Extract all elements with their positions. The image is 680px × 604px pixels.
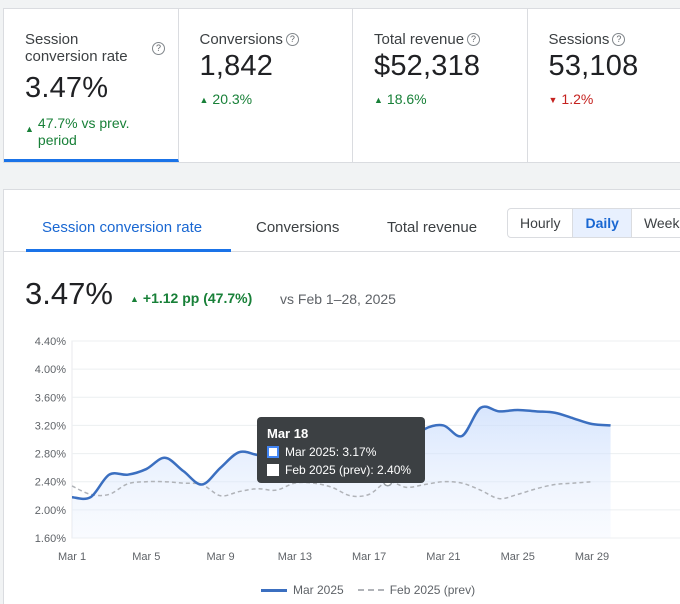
x-tick-label: Mar 17 [352,551,386,563]
tooltip-row-primary: Mar 2025: 3.17% [267,445,415,459]
active-tab-indicator [26,249,231,252]
kpi-label: Sessions [548,31,610,48]
question-circle-icon[interactable]: ? [467,33,481,46]
kpi-label: Session conversion rate [25,31,128,65]
question-circle-icon[interactable]: ? [152,42,165,55]
triangle-up-icon: ▲ [25,124,34,134]
triangle-up-icon: ▲ [199,95,209,105]
legend-primary[interactable]: Mar 2025 [293,583,344,597]
question-circle-icon[interactable]: ? [612,33,626,46]
chart-legend: Mar 2025 Feb 2025 (prev) [261,583,475,597]
granularity-weekly[interactable]: Week [643,215,680,231]
kpi-value: 3.47% [25,72,109,104]
kpi-card-total-revenue[interactable]: Total revenue? $52,318 ▲ 18.6% [353,9,528,162]
metric-tabs: Session conversion rate Conversions Tota… [4,190,680,252]
y-tick-label: 4.40% [35,336,66,348]
summary-delta-text: +1.12 pp (47.7%) [142,290,253,306]
y-tick-label: 2.40% [35,477,66,489]
tooltip-secondary-text: Feb 2025 (prev): 2.40% [285,463,412,477]
granularity-hourly[interactable]: Hourly [508,209,574,237]
summary-value: 3.47% [25,276,113,311]
x-tick-label: Mar 5 [132,551,160,563]
x-tick-label: Mar 25 [501,551,535,563]
kpi-row: Session conversion rate ? 3.47% ▲ 47.7% … [3,8,680,163]
kpi-delta-text: 47.7% vs prev. period [37,115,130,148]
swatch-icon [267,446,279,458]
chart-panel: Session conversion rate Conversions Tota… [3,189,680,604]
y-tick-label: 3.60% [35,392,66,404]
y-tick-label: 3.20% [35,420,66,432]
kpi-card-session-conversion-rate[interactable]: Session conversion rate ? 3.47% ▲ 47.7% … [4,9,179,162]
triangle-up-icon: ▲ [130,294,139,304]
x-tick-label: Mar 29 [575,551,609,563]
y-tick-label: 2.80% [35,449,66,461]
kpi-delta: ▲ 47.7% vs prev. period [25,115,178,149]
x-tick-label: Mar 13 [278,551,312,563]
kpi-delta: ▼ 1.2% [549,91,680,109]
kpi-delta: ▲ 18.6% [374,91,527,109]
kpi-delta-text: 20.3% [212,91,253,107]
y-tick-label: 1.60% [35,533,66,545]
triangle-down-icon: ▼ [548,95,558,105]
summary-delta: ▲ +1.12 pp (47.7%) [130,290,252,306]
series-line-feb-2025 [71,480,593,500]
swatch-icon [267,464,279,476]
kpi-value: $52,318 [374,50,481,82]
kpi-label: Total revenue [374,31,465,48]
x-tick-label: Mar 9 [207,551,235,563]
tooltip-row-secondary: Feb 2025 (prev): 2.40% [267,463,415,477]
kpi-card-sessions[interactable]: Sessions? 53,108 ▼ 1.2% [528,9,680,162]
granularity-toggle: Hourly Daily Week [507,208,680,238]
tab-session-conversion-rate[interactable]: Session conversion rate [42,219,203,236]
tab-total-revenue[interactable]: Total revenue [387,219,478,236]
kpi-card-conversions[interactable]: Conversions? 1,842 ▲ 20.3% [179,9,353,162]
y-tick-label: 4.00% [35,364,66,376]
granularity-daily[interactable]: Daily [573,209,632,237]
triangle-up-icon: ▲ [374,95,383,105]
question-circle-icon[interactable]: ? [285,33,299,46]
tooltip-title: Mar 18 [267,426,309,441]
x-tick-label: Mar 1 [58,551,86,563]
tooltip-primary-text: Mar 2025: 3.17% [285,445,377,459]
kpi-delta-text: 1.2% [561,91,594,107]
legend-line-icon [261,588,287,592]
y-tick-label: 2.00% [35,505,66,517]
line-chart[interactable]: 1.60% 2.00% 2.40% 2.80% 3.20% 3.60% 4.00% 4.40%… [4,190,680,604]
chart-tooltip: Mar 18 Mar 2025: 3.17% Feb 2025 (prev): … [257,417,425,483]
kpi-delta: ▲ 20.3% [200,91,353,109]
legend-dash-icon [357,589,384,591]
summary-compare: vs Feb 1–28, 2025 [280,291,396,307]
kpi-value: 1,842 [199,50,274,82]
kpi-label: Conversions [199,31,283,48]
kpi-delta-text: 18.6% [386,91,427,107]
x-tick-label: Mar 21 [426,551,460,563]
tab-conversions[interactable]: Conversions [256,219,340,236]
kpi-value: 53,108 [548,50,639,82]
legend-secondary[interactable]: Feb 2025 (prev) [389,583,476,597]
